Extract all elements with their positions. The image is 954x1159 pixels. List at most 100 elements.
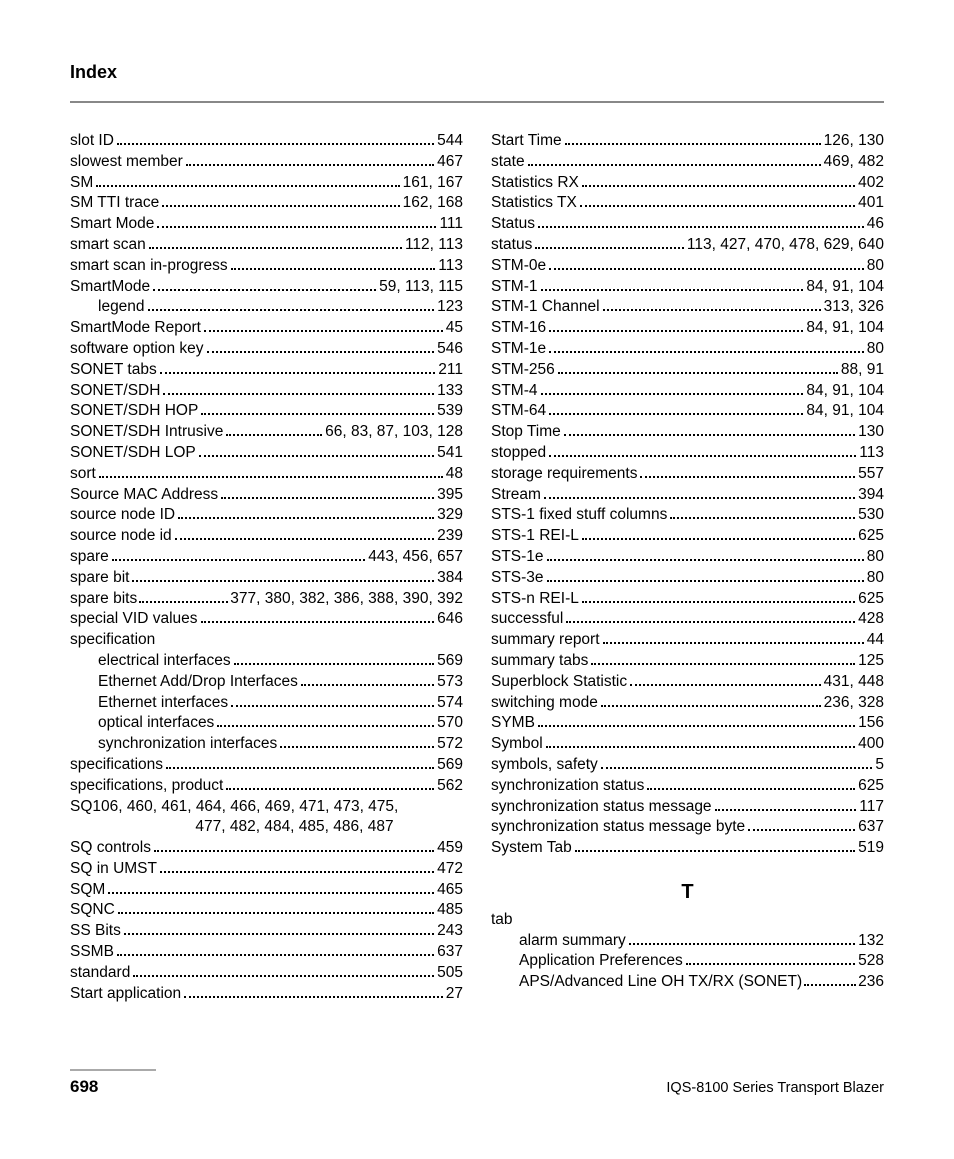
index-term: successful [491, 609, 563, 630]
index-leader-dots [804, 984, 856, 986]
index-pages: 236, 328 [824, 693, 884, 714]
index-leader-dots [148, 309, 435, 311]
index-entry: STM-184, 91, 104 [491, 277, 884, 298]
index-term: Superblock Statistic [491, 672, 627, 693]
index-leader-dots [280, 746, 434, 748]
index-pages: 530 [858, 505, 884, 526]
index-entry: STM-1 Channel313, 326 [491, 297, 884, 318]
index-term: source node id [70, 526, 172, 547]
index-leader-dots [640, 476, 855, 478]
index-term: state [491, 152, 525, 173]
index-leader-dots [118, 912, 434, 914]
index-leader-dots [549, 455, 856, 457]
index-leader-dots [234, 663, 434, 665]
index-term: SmartMode [70, 277, 150, 298]
index-pages: 519 [858, 838, 884, 859]
index-leader-dots [157, 226, 436, 228]
index-entry: Statistics RX402 [491, 173, 884, 194]
index-pages: 111 [439, 214, 463, 235]
index-entry: specifications569 [70, 755, 463, 776]
index-leader-dots [566, 621, 855, 623]
index-entry: storage requirements557 [491, 464, 884, 485]
index-term: synchronization interfaces [98, 734, 277, 755]
index-leader-dots [201, 621, 435, 623]
index-term: Source MAC Address [70, 485, 218, 506]
index-entry: legend123 [70, 297, 463, 318]
index-entry: sort48 [70, 464, 463, 485]
index-entry: SYMB156 [491, 713, 884, 734]
index-leader-dots [686, 963, 855, 965]
index-leader-dots [201, 413, 434, 415]
index-entry: STM-0e80 [491, 256, 884, 277]
index-pages: 428 [858, 609, 884, 630]
index-entry: Status46 [491, 214, 884, 235]
index-entry: Stream394 [491, 485, 884, 506]
index-leader-dots [541, 289, 804, 291]
index-entry: alarm summary132 [491, 931, 884, 952]
index-leader-dots [231, 705, 434, 707]
index-entry: STS-n REI-L625 [491, 589, 884, 610]
index-entry: SONET tabs211 [70, 360, 463, 381]
index-leader-dots [547, 580, 864, 582]
index-pages: 84, 91, 104 [806, 277, 884, 298]
index-term: smart scan in-progress [70, 256, 228, 277]
index-entry: special VID values646 [70, 609, 463, 630]
index-entry: synchronization interfaces572 [70, 734, 463, 755]
index-term: summary report [491, 630, 600, 651]
index-term: Stream [491, 485, 541, 506]
index-pages: 80 [867, 568, 884, 589]
index-leader-dots [544, 497, 855, 499]
index-leader-dots [184, 996, 443, 998]
index-pages: 59, 113, 115 [379, 277, 463, 298]
index-term: alarm summary [519, 931, 626, 952]
index-term: specification [70, 630, 155, 651]
index-leader-dots [603, 309, 821, 311]
index-term: STM-256 [491, 360, 555, 381]
index-leader-dots [217, 725, 434, 727]
index-entry: slot ID544 [70, 131, 463, 152]
index-leader-dots [558, 372, 838, 374]
index-entry: STS-3e80 [491, 568, 884, 589]
index-term: Status [491, 214, 535, 235]
index-term: SmartMode Report [70, 318, 201, 339]
index-pages: 161, 167 [403, 173, 463, 194]
index-pages: 329 [437, 505, 463, 526]
index-entry: SQM465 [70, 880, 463, 901]
index-entry: status113, 427, 470, 478, 629, 640 [491, 235, 884, 256]
index-leader-dots [582, 185, 855, 187]
index-term: switching mode [491, 693, 598, 714]
index-term: standard [70, 963, 130, 984]
index-pages: 459 [437, 838, 463, 859]
index-term: STM-16 [491, 318, 546, 339]
index-pages: 569 [437, 755, 463, 776]
index-entry: Smart Mode 111 [70, 214, 463, 235]
index-leader-dots [575, 850, 855, 852]
index-term: SM [70, 173, 93, 194]
index-entry: STS-1 fixed stuff columns 530 [491, 505, 884, 526]
index-entry: tab [491, 910, 884, 931]
index-term: Smart Mode [70, 214, 154, 235]
index-pages: 637 [858, 817, 884, 838]
index-entry: summary report44 [491, 630, 884, 651]
index-leader-dots [132, 580, 434, 582]
index-right-column: Start Time126, 130state469, 482Statistic… [491, 131, 884, 1004]
index-pages: 84, 91, 104 [806, 401, 884, 422]
index-leader-dots [108, 892, 434, 894]
index-term: System Tab [491, 838, 572, 859]
index-leader-dots [96, 185, 399, 187]
index-leader-dots [580, 205, 855, 207]
index-term: spare bits [70, 589, 137, 610]
index-term: electrical interfaces [98, 651, 231, 672]
index-pages: 528 [858, 951, 884, 972]
index-term: SONET/SDH HOP [70, 401, 198, 422]
index-entry: SS Bits243 [70, 921, 463, 942]
index-term: STS-1 fixed stuff columns [491, 505, 667, 526]
index-term: SONET/SDH LOP [70, 443, 196, 464]
index-pages: 112, 113 [405, 235, 463, 256]
index-entry: Start application27 [70, 984, 463, 1005]
index-leader-dots [549, 413, 803, 415]
index-leader-dots [149, 247, 402, 249]
index-leader-dots [117, 143, 434, 145]
index-pages: 133 [437, 381, 463, 402]
index-leader-dots [112, 559, 365, 561]
